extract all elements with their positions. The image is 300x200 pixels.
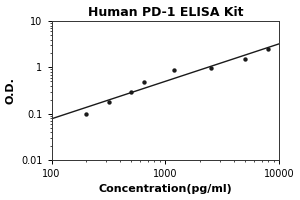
Title: Human PD-1 ELISA Kit: Human PD-1 ELISA Kit [88, 6, 243, 19]
Point [242, 57, 247, 61]
Point [129, 90, 134, 93]
X-axis label: Concentration(pg/ml): Concentration(pg/ml) [98, 184, 232, 194]
Point [142, 81, 146, 84]
Y-axis label: O.D.: O.D. [6, 77, 16, 104]
Point [172, 69, 177, 72]
Point [83, 112, 88, 115]
Point [106, 101, 111, 104]
Point [266, 47, 271, 51]
Point [208, 66, 213, 70]
